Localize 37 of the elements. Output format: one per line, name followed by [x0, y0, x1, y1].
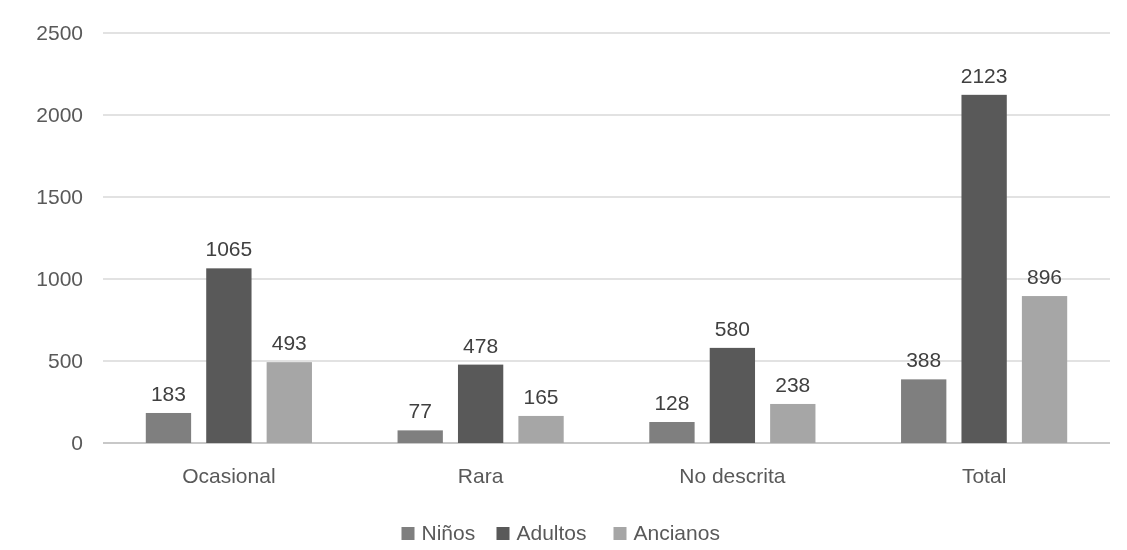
y-tick-label: 1500: [36, 185, 83, 209]
y-tick-label: 0: [71, 431, 83, 455]
data-label: 896: [1027, 265, 1063, 289]
data-label: 580: [714, 316, 750, 340]
data-label: 1065: [205, 237, 253, 261]
bar: [397, 430, 443, 443]
data-label: 77: [408, 399, 432, 423]
y-tick-label: 2000: [36, 103, 83, 127]
data-label: 388: [906, 348, 942, 372]
x-tick-label: No descrita: [679, 464, 786, 487]
x-tick-label: Rara: [457, 464, 504, 487]
y-tick-label: 500: [47, 349, 83, 373]
legend-label: Ancianos: [633, 521, 720, 544]
bar: [901, 379, 947, 443]
bar: [1021, 296, 1068, 443]
data-label: 238: [775, 372, 811, 396]
bar: [145, 412, 192, 443]
data-label: 183: [150, 381, 186, 405]
bar: [266, 362, 312, 443]
data-label: 165: [523, 384, 559, 408]
bar: [518, 415, 564, 443]
legend-label: Adultos: [516, 521, 587, 544]
data-label: 478: [463, 333, 499, 357]
bar: [709, 347, 756, 443]
bar: [457, 364, 504, 443]
x-tick-label: Ocasional: [182, 464, 276, 487]
bar: [206, 268, 252, 443]
data-label: 493: [271, 331, 307, 355]
bar: [770, 403, 816, 443]
y-tick-label: 1000: [36, 267, 83, 291]
data-label: 2123: [960, 63, 1008, 87]
legend-label: Niños: [421, 521, 476, 544]
bar: [961, 94, 1007, 443]
bar: [649, 422, 695, 443]
y-tick-label: 2500: [36, 21, 83, 45]
data-label: 128: [654, 391, 690, 415]
x-tick-label: Total: [961, 464, 1007, 487]
